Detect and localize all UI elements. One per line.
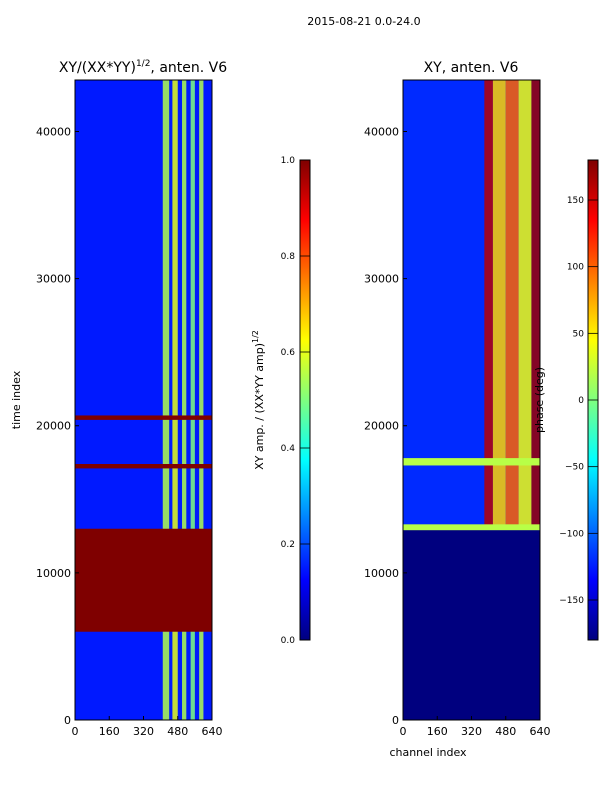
p1-hot-column: [190, 80, 195, 720]
p2-cbar-tick-label: 100: [567, 263, 584, 273]
p1-ytick-label: 20000: [36, 420, 71, 433]
panel-2-xaxis: 0 160 320 480 640: [400, 716, 551, 738]
p2-ytick-label: 10000: [364, 567, 399, 580]
p2-xtick-label: 320: [461, 725, 482, 738]
colorbar-2-ticks: −150 −100 −50 0 50 100 150: [559, 196, 598, 606]
p2-hot-column: [484, 80, 493, 720]
p1-xtick-label: 0: [72, 725, 79, 738]
panel-2: XY, anten. V6 0 160 320 480 640 0 10000 20000 3…: [364, 60, 551, 759]
colorbar-1-label-sup: 1/2: [251, 330, 260, 343]
colorbar-1-label: XY amp. / (XX*YY amp)1/2: [251, 330, 266, 470]
p1-xtick-label: 480: [167, 725, 188, 738]
panel-1: XY/(XX*YY)1/2, anten. V6 0 160 320 480 640 0…: [10, 59, 227, 738]
colorbar-1-ticks: 0.0 0.2 0.4 0.6 0.8 1.0: [281, 156, 310, 646]
p1-ytick-label: 10000: [36, 567, 71, 580]
p1-hot-column: [182, 80, 187, 720]
p1-band-flagged: [75, 464, 212, 469]
panel-2-heatmap: [403, 80, 540, 720]
p1-cbar-tick-label: 0.4: [281, 444, 296, 454]
p2-cbar-tick-label: −150: [559, 596, 584, 606]
p1-hot-column: [172, 80, 178, 720]
p2-ytick-label: 0: [392, 714, 399, 727]
p2-hot-column: [531, 80, 540, 720]
colorbar-2: −150 −100 −50 0 50 100 150 phase (deg): [533, 159, 599, 641]
p1-ytick-label: 0: [64, 714, 71, 727]
p1-cbar-tick-label: 0.2: [281, 540, 295, 550]
p2-cbar-tick-label: 150: [567, 196, 584, 206]
panel-2-yaxis: 0 10000 20000 30000 40000: [364, 125, 407, 727]
colorbar-2-label: phase (deg): [533, 367, 546, 433]
p2-cbar-tick-label: −100: [559, 529, 584, 539]
p2-xtick-label: 0: [400, 725, 407, 738]
p2-band-stripe: [403, 458, 540, 466]
p2-cbar-tick-label: 50: [573, 329, 585, 339]
p1-cbar-tick-label: 1.0: [281, 156, 296, 166]
p1-xtick-label: 640: [202, 725, 223, 738]
p1-cbar-tick-label: 0.0: [281, 636, 296, 646]
colorbar-1-bar: [299, 159, 311, 641]
colorbar-1: 0.0 0.2 0.4 0.6 0.8 1.0 XY amp. / (XX*YY amp)…: [251, 156, 311, 646]
p1-hot-column: [162, 80, 170, 720]
panel-2-title: XY, anten. V6: [424, 60, 519, 76]
p2-xtick-label: 640: [530, 725, 551, 738]
p1-xtick-label: 320: [133, 725, 154, 738]
panel-1-xaxis: 0 160 320 480 640: [72, 716, 223, 738]
p1-ytick-label: 40000: [36, 125, 71, 138]
p1-band-flagged: [75, 415, 212, 420]
p2-cbar-tick-label: 0: [578, 396, 584, 406]
p2-xtick-label: 480: [495, 725, 516, 738]
panel-1-title-sup: 1/2: [136, 59, 150, 69]
p2-cbar-tick-label: −50: [565, 463, 584, 473]
p1-band-flagged: [75, 528, 212, 632]
p2-ytick-label: 40000: [364, 125, 399, 138]
panel-1-yaxis: 0 10000 20000 30000 40000: [36, 125, 79, 727]
p2-ytick-label: 20000: [364, 420, 399, 433]
figure-suptitle: 2015-08-21 0.0-24.0: [307, 15, 420, 28]
p2-xtick-label: 160: [427, 725, 448, 738]
p1-ytick-label: 30000: [36, 273, 71, 286]
p2-band-stripe: [403, 524, 540, 531]
panel-1-heatmap: [75, 80, 212, 720]
p1-cbar-tick-label: 0.8: [281, 252, 296, 262]
panel-2-xlabel: channel index: [389, 746, 467, 759]
p1-cbar-tick-label: 0.6: [281, 348, 296, 358]
panel-1-title: XY/(XX*YY)1/2, anten. V6: [59, 59, 227, 76]
p2-ytick-label: 30000: [364, 273, 399, 286]
panel-1-ylabel: time index: [10, 370, 23, 429]
p2-band-flagged: [403, 528, 540, 720]
p1-hot-column: [199, 80, 204, 720]
p1-xtick-label: 160: [99, 725, 120, 738]
